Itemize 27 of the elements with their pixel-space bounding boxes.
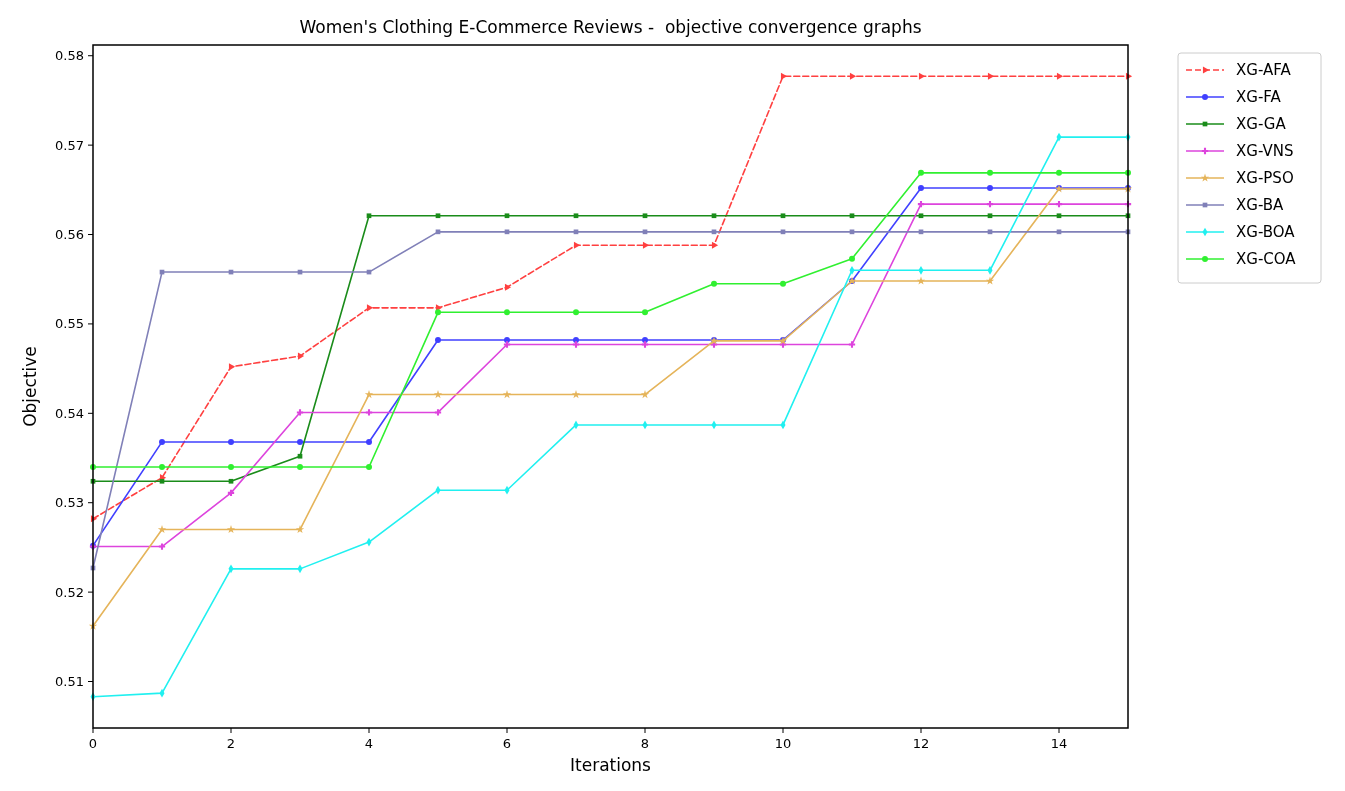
legend-label: XG-BA	[1236, 196, 1285, 215]
y-tick-label: 0.58	[55, 48, 84, 64]
legend-label: XG-COA	[1236, 250, 1297, 269]
y-tick-label: 0.53	[55, 495, 84, 511]
y-axis-title: Objective	[20, 346, 40, 427]
y-tick-label: 0.55	[55, 316, 84, 332]
y-tick-label: 0.56	[55, 227, 84, 243]
legend-label: XG-AFA	[1236, 61, 1292, 80]
x-axis-title: Iterations	[570, 755, 652, 775]
x-tick-label: 4	[364, 736, 374, 751]
y-tick-label: 0.57	[55, 137, 84, 153]
y-tick-label: 0.51	[55, 674, 84, 690]
legend-label: XG-PSO	[1236, 169, 1294, 188]
x-tick-label: 10	[774, 736, 792, 751]
legend-label: XG-BOA	[1236, 223, 1296, 242]
x-tick-label: 6	[502, 736, 512, 751]
x-tick-label: 14	[1050, 736, 1068, 751]
x-tick-label: 2	[226, 736, 236, 751]
y-tick-label: 0.52	[55, 584, 84, 600]
x-tick-label: 0	[88, 736, 98, 751]
x-tick-label: 12	[912, 736, 930, 751]
y-tick-label: 0.54	[55, 405, 84, 421]
x-tick-label: 8	[640, 736, 650, 751]
chart-title: Women's Clothing E-Commerce Reviews - objective convergence graphs	[299, 17, 922, 37]
legend-label: XG-VNS	[1236, 142, 1294, 161]
legend-label: XG-FA	[1236, 88, 1282, 107]
legend-label: XG-GA	[1236, 115, 1287, 134]
